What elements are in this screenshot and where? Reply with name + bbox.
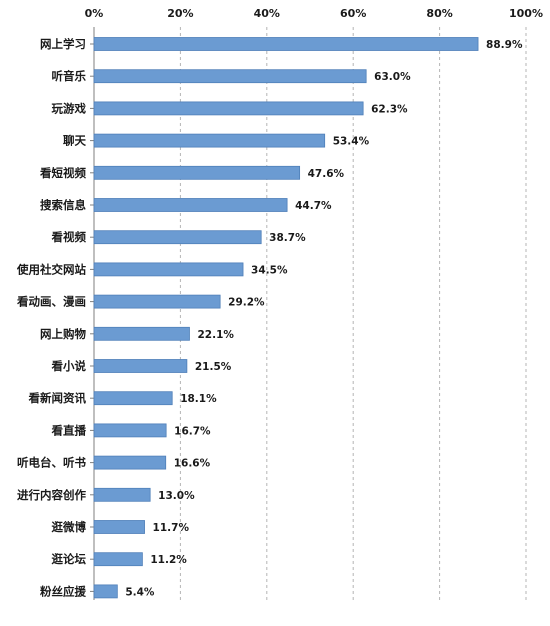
bar [93, 455, 167, 470]
category-label: 玩游戏 [52, 101, 87, 115]
axis-layer: 0% 20% 40% 60% 80% 100% [85, 7, 543, 600]
x-tick-label: 100% [509, 7, 543, 20]
bar [93, 262, 244, 277]
category-label: 看视频 [51, 230, 87, 244]
category-label: 看新闻资讯 [28, 391, 87, 405]
value-label: 62.3% [371, 103, 408, 115]
category-label: 看小说 [51, 359, 87, 373]
value-label: 29.2% [228, 297, 265, 309]
value-label: 88.9% [486, 39, 523, 51]
bar [93, 552, 143, 567]
category-label: 逛论坛 [52, 552, 87, 566]
bar [93, 294, 221, 309]
x-tick-label: 40% [254, 7, 280, 20]
bar [93, 230, 262, 245]
value-label: 44.7% [295, 200, 332, 212]
category-label: 逛微博 [52, 520, 87, 534]
value-label: 18.1% [180, 393, 217, 405]
bar [93, 326, 190, 341]
value-label: 34.5% [251, 264, 288, 276]
labels-layer: 网上学习 88.9% 听音乐 63.0% 玩游戏 62.3% 聊天 53.4% 看短视频 47.6… [16, 37, 523, 598]
value-label: 22.1% [197, 329, 234, 341]
x-tick-label: 20% [167, 7, 193, 20]
value-label: 13.0% [158, 490, 195, 502]
bar [93, 520, 145, 534]
bar [93, 423, 167, 438]
category-label: 看短视频 [39, 166, 86, 180]
bar [93, 165, 301, 180]
bar [93, 584, 118, 599]
category-label: 听音乐 [52, 69, 87, 83]
bar [93, 37, 479, 51]
x-tick-label: 0% [85, 7, 104, 20]
value-label: 63.0% [374, 71, 411, 83]
value-label: 11.2% [150, 554, 187, 566]
bar [93, 69, 367, 84]
category-label: 网上购物 [40, 327, 86, 341]
value-label: 5.4% [125, 586, 155, 598]
bar [93, 101, 364, 116]
category-label: 搜索信息 [40, 198, 86, 212]
category-label: 使用社交网站 [16, 262, 86, 276]
bar [93, 198, 288, 212]
bars-layer [93, 37, 479, 599]
value-label: 53.4% [333, 136, 370, 148]
bar [93, 359, 188, 373]
bar [93, 133, 326, 148]
category-label: 看动画、漫画 [16, 295, 86, 309]
value-label: 16.6% [174, 458, 211, 470]
value-label: 11.7% [153, 522, 190, 534]
value-label: 16.7% [174, 425, 211, 437]
category-label: 进行内容创作 [17, 488, 86, 502]
category-label: 网上学习 [40, 37, 86, 51]
value-label: 21.5% [195, 361, 232, 373]
category-label: 听电台、听书 [17, 456, 86, 470]
bar [93, 487, 151, 502]
bar [93, 391, 173, 406]
category-label: 粉丝应援 [40, 584, 86, 598]
value-label: 47.6% [308, 168, 345, 180]
x-tick-label: 60% [340, 7, 366, 20]
category-label: 看直播 [51, 423, 87, 437]
x-tick-label: 80% [426, 7, 452, 20]
category-label: 聊天 [63, 134, 86, 148]
value-label: 38.7% [269, 232, 306, 244]
